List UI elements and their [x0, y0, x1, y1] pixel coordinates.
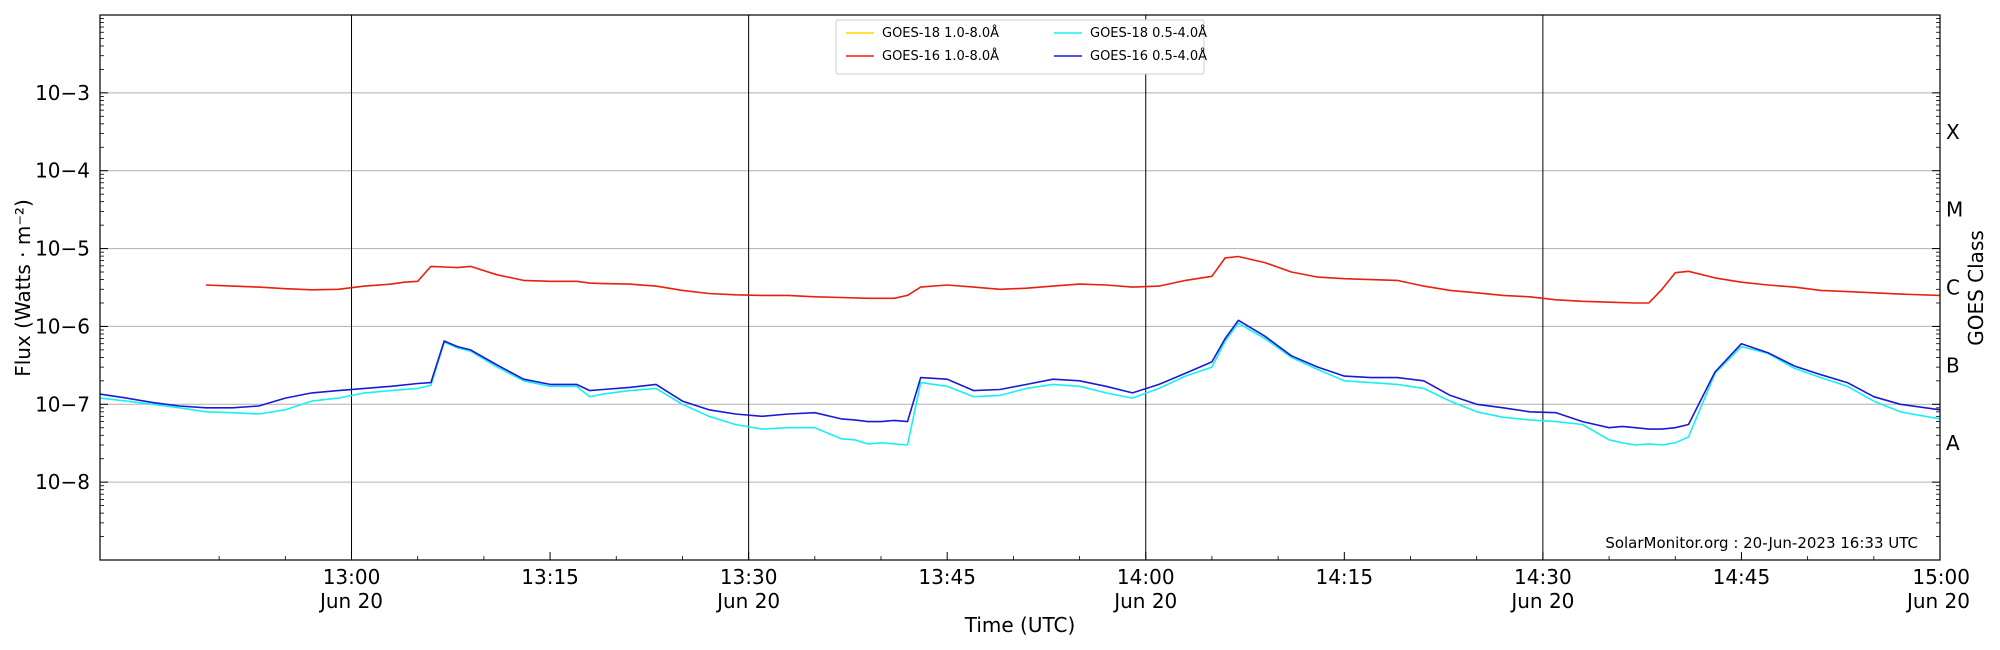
legend-label: GOES-16 1.0-8.0Å: [882, 48, 999, 64]
x-tick-time-label: 13:30: [720, 565, 778, 589]
plot-frame: [99, 14, 1941, 561]
legend-entries: GOES-18 1.0-8.0Å GOES-16 1.0-8.0Å GOES-18 …: [846, 25, 1207, 64]
legend-label: GOES-18 1.0-8.0Å: [882, 25, 999, 41]
x-axis-title: Time (UTC): [964, 613, 1076, 637]
x-tick-time-label: 13:15: [521, 565, 579, 589]
goes-class-label: X: [1946, 120, 1960, 144]
legend-label: GOES-18 0.5-4.0Å: [1090, 25, 1207, 41]
x-tick-time-label: 14:00: [1117, 565, 1175, 589]
y-tick-label: 10−8: [35, 470, 90, 494]
y-tick-labels: 10−8 10−7 10−6 10−5 10−4 10−3: [35, 81, 90, 494]
x-tick-time-label: 14:45: [1713, 565, 1771, 589]
goes-class-label: C: [1946, 276, 1960, 300]
legend-label: GOES-16 0.5-4.0Å: [1090, 48, 1207, 64]
series-line: [99, 319, 1941, 430]
vertical-marker-lines: [351, 15, 1544, 560]
goes-class-labels: A B C M X: [1946, 120, 1963, 455]
x-tick-time-label: 13:45: [918, 565, 976, 589]
grid-lines: [100, 92, 1940, 483]
y-tick-label: 10−6: [35, 314, 90, 338]
plot-background: [100, 15, 1940, 560]
x-tick-date-label: Jun 20: [715, 589, 780, 613]
axis-ticks: [100, 18, 1941, 560]
x-tick-time-label: 15:00: [1912, 565, 1970, 589]
x-tick-date-label: Jun 20: [1905, 589, 1970, 613]
legend: GOES-18 1.0-8.0Å GOES-16 1.0-8.0Å GOES-18 …: [835, 19, 1207, 75]
x-tick-date-label: Jun 20: [1112, 589, 1177, 613]
y-tick-label: 10−3: [35, 81, 90, 105]
y-tick-label: 10−4: [35, 159, 90, 183]
legend-box: [835, 19, 1205, 75]
x-tick-date-label: Jun 20: [318, 589, 383, 613]
goes-class-label: A: [1946, 431, 1960, 455]
series-line: [205, 255, 1941, 304]
y-axis-title: Flux (Watts · m⁻²): [11, 199, 35, 377]
y-tick-label: 10−7: [35, 392, 90, 416]
goes-class-label: M: [1946, 198, 1963, 222]
y2-axis-title: GOES Class: [1964, 230, 1988, 346]
y-tick-label: 10−5: [35, 237, 90, 261]
x-tick-date-label: Jun 20: [1509, 589, 1574, 613]
x-tick-time-label: 14:30: [1514, 565, 1572, 589]
x-tick-time-label: 14:15: [1315, 565, 1373, 589]
credit-text: SolarMonitor.org : 20-Jun-2023 16:33 UTC: [1605, 534, 1918, 552]
x-tick-time-label: 13:00: [323, 565, 381, 589]
goes-class-label: B: [1946, 353, 1960, 377]
series-lines: [99, 255, 1941, 446]
